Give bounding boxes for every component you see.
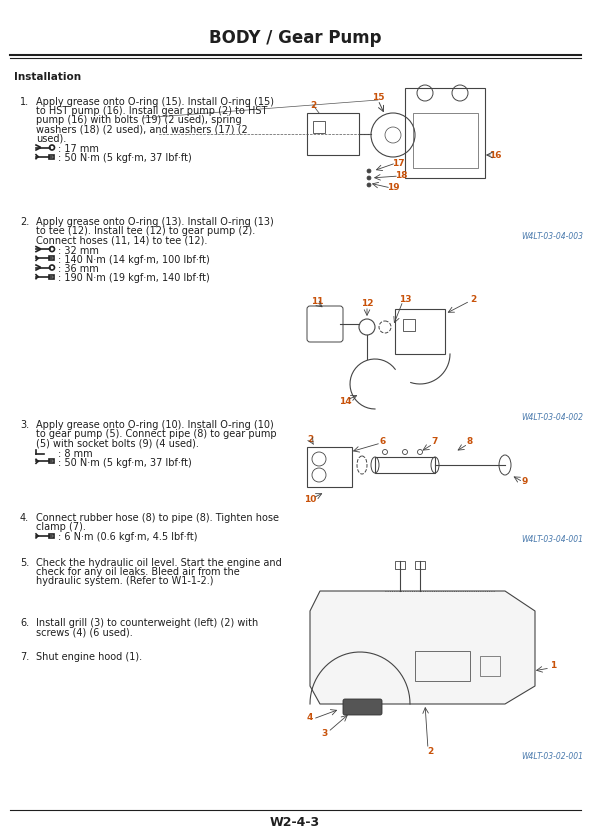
Circle shape <box>367 183 371 187</box>
Text: 17: 17 <box>392 159 404 168</box>
FancyBboxPatch shape <box>343 699 382 715</box>
Text: : 17 mm: : 17 mm <box>58 144 99 154</box>
Text: to tee (12). Install tee (12) to gear pump (2).: to tee (12). Install tee (12) to gear pu… <box>36 226 255 236</box>
Text: BODY / Gear Pump: BODY / Gear Pump <box>209 29 381 47</box>
Bar <box>313 121 325 133</box>
Bar <box>415 651 470 681</box>
Bar <box>307 113 359 155</box>
Text: 16: 16 <box>489 150 501 159</box>
Text: 3: 3 <box>322 730 328 738</box>
Text: W4LT-03-04-002: W4LT-03-04-002 <box>521 413 583 422</box>
Text: 10: 10 <box>304 495 316 504</box>
Circle shape <box>367 169 371 173</box>
Text: Apply grease onto O-ring (10). Install O-ring (10): Apply grease onto O-ring (10). Install O… <box>36 420 274 430</box>
Text: 8: 8 <box>467 438 473 447</box>
Text: 14: 14 <box>339 397 351 407</box>
Text: Installation: Installation <box>14 72 81 82</box>
Text: 2: 2 <box>427 746 433 756</box>
Text: 4: 4 <box>307 713 313 722</box>
Text: Check the hydraulic oil level. Start the engine and: Check the hydraulic oil level. Start the… <box>36 558 282 568</box>
Text: : 6 N·m (0.6 kgf·m, 4.5 lbf·ft): : 6 N·m (0.6 kgf·m, 4.5 lbf·ft) <box>58 533 197 543</box>
Text: Shut engine hood (1).: Shut engine hood (1). <box>36 652 142 662</box>
Text: 7: 7 <box>432 438 438 447</box>
Text: 4.: 4. <box>20 513 29 523</box>
Circle shape <box>367 176 371 180</box>
Bar <box>395 561 405 569</box>
Text: 18: 18 <box>395 171 407 180</box>
Bar <box>307 447 352 487</box>
Text: : 8 mm: : 8 mm <box>58 448 93 458</box>
Text: pump (16) with bolts (19) (2 used), spring: pump (16) with bolts (19) (2 used), spri… <box>36 115 242 125</box>
Bar <box>413 113 478 168</box>
Text: check for any oil leaks. Bleed air from the: check for any oil leaks. Bleed air from … <box>36 567 240 577</box>
Text: (5) with socket bolts (9) (4 used).: (5) with socket bolts (9) (4 used). <box>36 438 199 448</box>
Bar <box>405 88 485 178</box>
Bar <box>49 275 54 279</box>
Text: 19: 19 <box>387 184 400 193</box>
Text: to HST pump (16). Install gear pump (2) to HST: to HST pump (16). Install gear pump (2) … <box>36 106 267 116</box>
Text: 1: 1 <box>550 661 556 671</box>
Text: 3.: 3. <box>20 420 29 430</box>
Bar <box>480 656 500 676</box>
Text: Connect rubber hose (8) to pipe (8). Tighten hose: Connect rubber hose (8) to pipe (8). Tig… <box>36 513 279 523</box>
Text: 2: 2 <box>310 100 316 109</box>
Text: : 50 N·m (5 kgf·m, 37 lbf·ft): : 50 N·m (5 kgf·m, 37 lbf·ft) <box>58 458 191 468</box>
Text: : 190 N·m (19 kgf·m, 140 lbf·ft): : 190 N·m (19 kgf·m, 140 lbf·ft) <box>58 273 210 283</box>
Text: to gear pump (5). Connect pipe (8) to gear pump: to gear pump (5). Connect pipe (8) to ge… <box>36 429 277 439</box>
Text: 2.: 2. <box>20 217 29 227</box>
Text: 6.: 6. <box>20 618 29 628</box>
Bar <box>375 457 435 473</box>
Text: 7.: 7. <box>20 652 29 662</box>
Text: W4LT-03-04-001: W4LT-03-04-001 <box>521 535 583 544</box>
Polygon shape <box>310 591 535 704</box>
Text: 12: 12 <box>361 300 374 308</box>
Text: Connect hoses (11, 14) to tee (12).: Connect hoses (11, 14) to tee (12). <box>36 235 207 245</box>
Text: 5.: 5. <box>20 558 29 568</box>
Text: 2: 2 <box>307 436 313 444</box>
Text: screws (4) (6 used).: screws (4) (6 used). <box>36 627 133 637</box>
Bar <box>395 309 445 354</box>
Text: W4LT-03-04-003: W4LT-03-04-003 <box>521 232 583 241</box>
Text: Install grill (3) to counterweight (left) (2) with: Install grill (3) to counterweight (left… <box>36 618 258 628</box>
Bar <box>49 459 54 463</box>
Bar <box>49 256 54 261</box>
Text: Apply grease onto O-ring (15). Install O-ring (15): Apply grease onto O-ring (15). Install O… <box>36 97 274 107</box>
Text: W2-4-3: W2-4-3 <box>270 816 320 828</box>
Text: 6: 6 <box>380 437 386 446</box>
Text: 15: 15 <box>372 93 384 102</box>
Bar <box>415 561 425 569</box>
Text: 2: 2 <box>470 295 476 303</box>
Text: used).: used). <box>36 134 66 144</box>
Text: 9: 9 <box>522 478 528 487</box>
Bar <box>49 534 54 538</box>
Text: Apply grease onto O-ring (13). Install O-ring (13): Apply grease onto O-ring (13). Install O… <box>36 217 274 227</box>
Text: 11: 11 <box>311 296 323 306</box>
Text: : 50 N·m (5 kgf·m, 37 lbf·ft): : 50 N·m (5 kgf·m, 37 lbf·ft) <box>58 153 191 163</box>
Text: 1.: 1. <box>20 97 29 107</box>
Text: hydraulic system. (Refer to W1-1-2.): hydraulic system. (Refer to W1-1-2.) <box>36 576 213 586</box>
Text: : 32 mm: : 32 mm <box>58 245 99 256</box>
Text: clamp (7).: clamp (7). <box>36 522 86 532</box>
Text: W4LT-03-02-001: W4LT-03-02-001 <box>521 752 583 761</box>
Bar <box>49 154 54 159</box>
Bar <box>403 319 415 331</box>
Text: : 140 N·m (14 kgf·m, 100 lbf·ft): : 140 N·m (14 kgf·m, 100 lbf·ft) <box>58 255 210 265</box>
Text: 13: 13 <box>399 295 411 303</box>
Text: washers (18) (2 used), and washers (17) (2: washers (18) (2 used), and washers (17) … <box>36 124 248 134</box>
Text: : 36 mm: : 36 mm <box>58 264 99 274</box>
